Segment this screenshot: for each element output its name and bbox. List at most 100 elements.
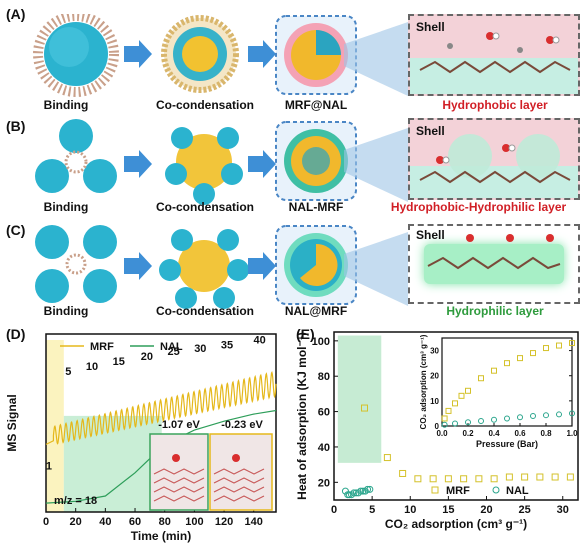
inset-mrf-point [491, 367, 497, 374]
zoom-box-b: Shell [408, 118, 580, 200]
inset-mrf-point [452, 400, 458, 407]
x-tick-label: 60 [129, 516, 141, 528]
x-tick-label: 140 [245, 516, 263, 528]
mrf-point [429, 475, 437, 483]
layer-label-b-hydrophilic: Hydrophilic layer [468, 200, 567, 214]
arrow-a2 [248, 40, 276, 68]
zoom-box-a: Shell [408, 14, 580, 96]
nal-point [366, 485, 374, 493]
x-tick-label: 20 [70, 516, 82, 528]
x-tick-label: 0 [331, 504, 337, 516]
nal-point [354, 489, 362, 497]
inset-mrf-point [504, 360, 510, 367]
cocondensation-sphere-b [165, 127, 243, 205]
peak-label: 15 [113, 356, 125, 368]
legend-nal-label: NAL [160, 341, 183, 353]
y-axis-label: MS Signal [5, 394, 19, 451]
peak-label: 20 [141, 351, 153, 363]
peak-label: 30 [194, 343, 206, 355]
arrow-c1 [124, 252, 152, 280]
legend-mrf-label: MRF [90, 341, 114, 353]
mrf-point [475, 475, 483, 483]
inset-mrf-point [458, 392, 465, 399]
x-tick-label: 20 [480, 504, 492, 516]
water-molecule [232, 454, 240, 462]
inset-mrf-point [517, 355, 523, 362]
arrow-b2 [248, 150, 276, 178]
row-b-graphics [35, 119, 408, 205]
mrf-point [551, 473, 559, 481]
slab-layer [213, 477, 265, 484]
nal-point [357, 487, 365, 495]
inset-y-tick-label: 30 [430, 347, 439, 356]
product-label-b: NAL-MRF [288, 200, 344, 214]
y-tick-label: 60 [318, 407, 330, 419]
slab-layer [153, 486, 205, 493]
inset-nal-point [543, 412, 549, 419]
shell-label-c: Shell [416, 228, 445, 242]
x-tick-label: 10 [404, 504, 416, 516]
inset-nal-point [517, 414, 523, 421]
zoom-box-c: Shell [408, 224, 580, 304]
arrow-b1 [124, 150, 152, 178]
arrow-a1 [124, 40, 152, 68]
mrf-point [444, 475, 452, 483]
inset-nal-point [465, 419, 471, 426]
panel-letter-a: (A) [6, 6, 26, 22]
layer-label-b-hydrophobic: Hydrophobic- [390, 200, 469, 214]
inset-nal-point [504, 415, 510, 422]
inset-y-tick-label: 10 [430, 397, 439, 406]
slab-layer [213, 468, 265, 475]
layer-label-c: Hydrophilic layer [446, 304, 544, 318]
mrf-point [521, 473, 529, 481]
inset-mrf-point [441, 415, 448, 422]
energy-label-1: -1.07 eV [158, 419, 200, 431]
inset-nal-point [441, 421, 448, 428]
y-tick-label: 80 [318, 371, 330, 383]
product-label-a: MRF@NAL [284, 98, 348, 112]
panel-letter-c: (C) [6, 222, 26, 238]
inset-mrf-point [543, 345, 549, 352]
energy-label-2: -0.23 eV [221, 419, 263, 431]
panel-letter-d: (D) [6, 326, 26, 342]
mrf-point [361, 404, 368, 412]
nal-point [359, 487, 367, 495]
x-tick-label: 100 [185, 516, 203, 528]
nal-point [364, 485, 372, 493]
inset-plot: 0.0 0.2 0.4 0.6 0.8 1.0 0 10 20 30 Pressure (Bar) C… [419, 334, 578, 449]
mrf-point [536, 473, 544, 481]
mrf-point [399, 469, 407, 477]
inset-y-axis-label: CO₂ adsorption (cm³ g⁻¹) [419, 334, 428, 429]
panel-letter-e: (E) [296, 326, 315, 342]
binding-cluster-b [35, 119, 117, 193]
binding-label-a: Binding [43, 98, 89, 112]
inset-mrf-point [530, 350, 536, 357]
inset-mrf-point [478, 375, 484, 382]
inset-nal-point [569, 410, 575, 417]
legend-nal-label: NAL [506, 485, 529, 497]
inset-mrf-point [556, 342, 562, 349]
inset-x-axis-label: Pressure (Bar) [476, 439, 538, 449]
binding-sphere-a [33, 14, 119, 97]
inset-frame [441, 337, 573, 427]
inset-x-tick-label: 1.0 [566, 429, 578, 438]
slab-layer [153, 468, 205, 475]
x-tick-label: 120 [215, 516, 233, 528]
peak-label: 35 [221, 339, 233, 351]
x-tick-label: 40 [99, 516, 111, 528]
y-tick-label: 100 [312, 336, 330, 348]
x-tick-label: 80 [159, 516, 171, 528]
inset-nal-point [530, 412, 536, 419]
highlight-green [337, 335, 382, 463]
nal-point [361, 487, 369, 495]
x-tick-label: 5 [369, 504, 375, 516]
mrf-point [490, 475, 498, 483]
product-sphere-b [284, 129, 348, 193]
x-tick-label: 25 [519, 504, 531, 516]
y-tick-label: 40 [318, 442, 330, 454]
arrow-c2 [248, 252, 276, 280]
cocondensation-sphere-a [161, 15, 239, 93]
shell-label-b: Shell [416, 124, 445, 138]
inset-y-tick-label: 0 [435, 422, 440, 431]
